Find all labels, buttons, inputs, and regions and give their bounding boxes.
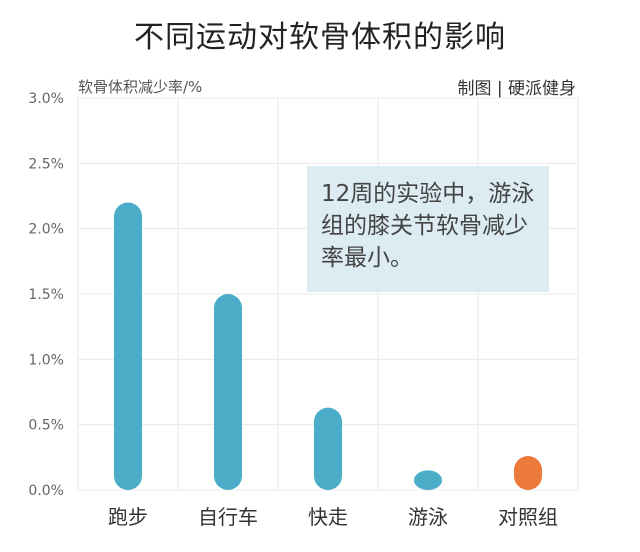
x-tick-label: 跑步: [108, 505, 148, 529]
chart-title: 不同运动对软骨体积的影响: [134, 20, 506, 55]
bar-0: [114, 202, 142, 491]
credit-label: 制图 | 硬派健身: [457, 79, 576, 99]
y-tick-label: 2.0%: [28, 222, 64, 238]
x-tick-label: 对照组: [498, 505, 558, 529]
y-axis-label: 软骨体积减少率/%: [78, 78, 203, 96]
x-tick-label: 游泳: [408, 505, 448, 529]
y-tick-label: 2.5%: [28, 156, 64, 172]
bar-3: [414, 470, 442, 490]
annotation-box: 12周的实验中，游泳组的膝关节软骨减少率最小。: [307, 166, 549, 292]
y-tick-label: 3.0%: [28, 91, 64, 107]
y-tick-label: 0.5%: [28, 418, 64, 434]
bar-1: [214, 294, 242, 490]
y-tick-label: 1.0%: [28, 352, 64, 368]
bar-4: [514, 456, 542, 490]
bar-2: [314, 407, 342, 490]
x-tick-label: 自行车: [198, 505, 258, 529]
x-tick-label: 快走: [308, 505, 348, 529]
y-tick-label: 0.0%: [28, 483, 64, 499]
y-tick-label: 1.5%: [28, 287, 64, 303]
